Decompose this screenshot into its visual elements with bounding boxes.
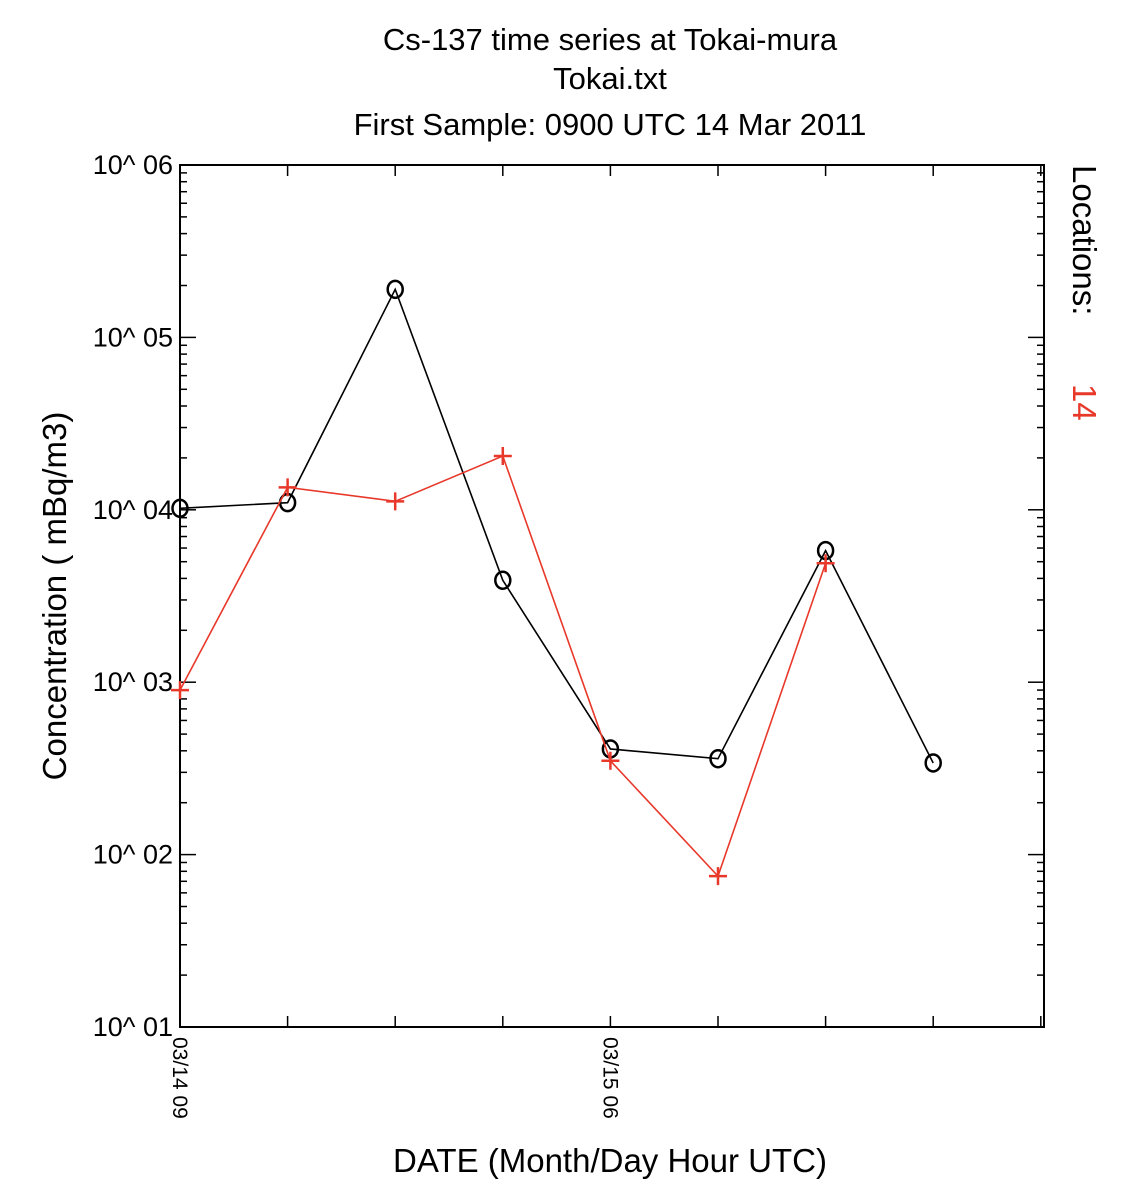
series-2-point	[816, 554, 835, 573]
chart-subtitle-2: First Sample: 0900 UTC 14 Mar 2011	[354, 107, 867, 142]
legend-label: Locations:	[1066, 165, 1103, 315]
series-2-point	[493, 447, 512, 466]
legend-value: 14	[1066, 384, 1103, 421]
series-1-line	[179, 287, 934, 764]
x-tick-label: 03/14 09	[168, 1037, 191, 1119]
x-axis-ticks: 03/14 09 03/15 06	[168, 165, 1042, 1119]
chart-subtitle: Tokai.txt	[553, 61, 667, 96]
series-2-point	[709, 867, 727, 886]
plot-frame	[179, 164, 1045, 1028]
chart-title: Cs-137 time series at Tokai-mura	[383, 22, 838, 57]
y-tick-label: 10^ 05	[93, 322, 173, 352]
series-1-point	[924, 753, 942, 773]
series-1-point	[494, 570, 512, 591]
series-2-point	[601, 751, 620, 770]
series-2-point	[278, 478, 297, 497]
y-tick-label: 10^ 04	[93, 495, 173, 525]
series-2-point	[386, 492, 405, 511]
y-tick-label: 10^ 03	[93, 667, 173, 697]
y-tick-label: 10^ 02	[93, 840, 173, 870]
series-1-point	[386, 279, 404, 300]
series-1-point	[171, 498, 189, 519]
y-tick-label: 10^ 01	[93, 1012, 173, 1042]
x-axis-label: DATE (Month/Day Hour UTC)	[393, 1142, 827, 1179]
series-1-point	[709, 748, 727, 769]
y-tick-label: 10^ 06	[93, 150, 173, 180]
y-axis-ticks: 10^ 01 10^ 02 10^ 03 10^ 04 10^ 05 10^ 06	[93, 150, 1044, 1042]
series-2-point	[171, 681, 189, 700]
series-layer	[171, 279, 942, 886]
series-2-line	[179, 454, 827, 878]
y-axis-label: Concentration ( mBq/m3)	[36, 412, 73, 781]
x-tick-label: 03/15 06	[598, 1037, 621, 1119]
